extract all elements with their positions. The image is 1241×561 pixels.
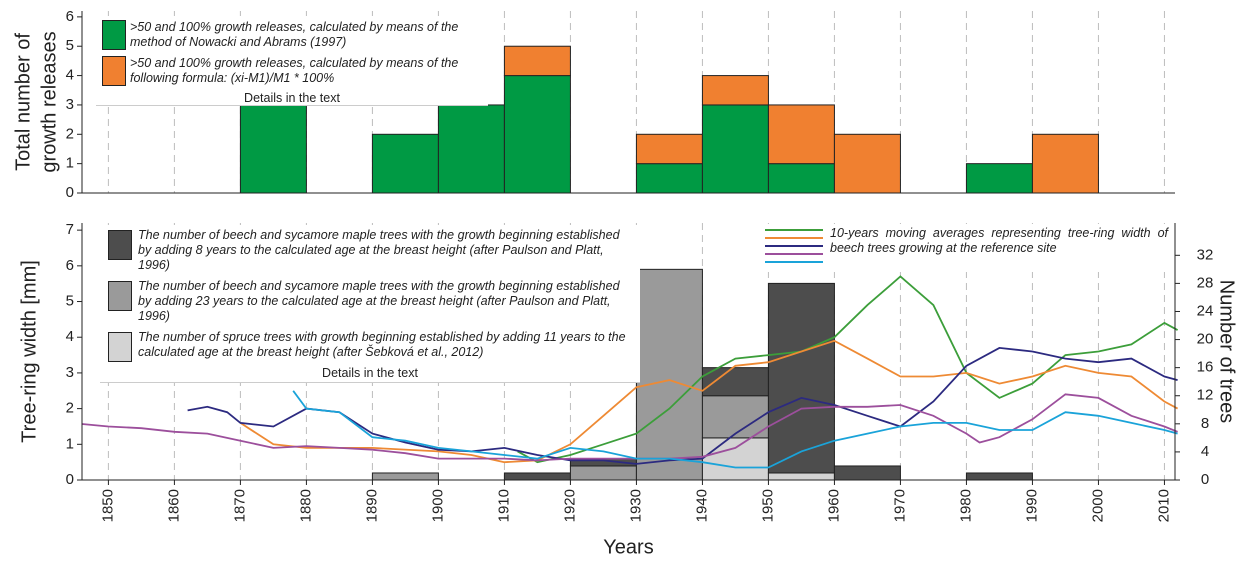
line	[517, 275, 1179, 464]
x-tick-label: 1950	[759, 489, 776, 522]
y-tick-label: 4	[66, 67, 74, 84]
legend-swatch	[108, 281, 132, 311]
bar	[965, 163, 1033, 194]
x-tick-label: 1870	[231, 489, 248, 522]
bar	[503, 75, 571, 194]
x-tick-label: 1980	[957, 489, 974, 522]
y-tick-label: 4	[66, 328, 74, 345]
x-tick-label: 1910	[495, 489, 512, 522]
legend	[100, 225, 640, 383]
bar	[701, 104, 769, 194]
legend-line	[765, 253, 823, 255]
legend-label: >50 and 100% growth releases, calculated…	[130, 20, 459, 49]
x-tick-label: 2000	[1089, 489, 1106, 522]
bar	[503, 472, 571, 481]
bar	[701, 437, 769, 481]
bar	[437, 104, 505, 194]
bar	[767, 104, 835, 165]
x-tick-label: 1940	[693, 489, 710, 522]
legend-swatch	[102, 56, 126, 86]
y-tick-label: 1	[66, 155, 74, 172]
bar	[767, 163, 835, 194]
y-axis-label: Total number of	[12, 33, 34, 171]
legend-swatch	[108, 332, 132, 362]
bar	[701, 75, 769, 106]
bar	[503, 45, 571, 77]
x-tick-label: 1920	[561, 489, 578, 522]
y-tick-label: 7	[66, 221, 74, 238]
bar	[239, 104, 307, 194]
y-tick-label: 3	[66, 96, 74, 113]
x-tick-label: 2010	[1155, 489, 1172, 522]
legend-line	[765, 261, 823, 263]
y-tick-label: 2	[66, 400, 74, 417]
legend-label: >50 and 100% growth releases, calculated…	[130, 56, 459, 85]
bar	[767, 472, 835, 481]
y-tick-label: 6	[66, 257, 74, 274]
y-axis-label: Tree-ring width [mm]	[18, 260, 40, 443]
y2-tick-label: 20	[1197, 331, 1214, 348]
x-tick-label: 1990	[1023, 489, 1040, 522]
bar	[701, 395, 769, 439]
y2-tick-label: 0	[1201, 471, 1209, 488]
legend-line	[765, 245, 823, 247]
bar	[1031, 133, 1099, 194]
y2-tick-label: 8	[1201, 415, 1209, 432]
line	[292, 390, 1178, 469]
y-tick-label: 5	[66, 292, 74, 309]
legend-line	[765, 229, 823, 231]
y2-tick-label: 24	[1197, 302, 1214, 319]
legend-label: The number of beech and sycamore maple t…	[138, 279, 620, 323]
y2-tick-label: 4	[1201, 443, 1209, 460]
y2-tick-label: 16	[1197, 359, 1214, 376]
x-tick-label: 1880	[297, 489, 314, 522]
bar	[635, 133, 703, 165]
x-tick-label: 1930	[627, 489, 644, 522]
x-tick-label: 1860	[165, 489, 182, 522]
legend-label: The number of spruce trees with growth b…	[138, 330, 626, 359]
x-axis-label: Years	[603, 536, 653, 558]
bar	[767, 282, 835, 474]
y2-tick-label: 12	[1197, 387, 1214, 404]
bar	[635, 268, 703, 481]
x-tick-label: 1890	[363, 489, 380, 522]
x-tick-label: 1970	[891, 489, 908, 522]
legend-note: Details in the text	[244, 91, 340, 105]
y2-tick-label: 28	[1197, 274, 1214, 291]
y-tick-label: 0	[66, 184, 74, 201]
y-axis-label: growth releases	[38, 31, 60, 172]
legend	[96, 16, 488, 106]
bar	[833, 465, 901, 481]
bar	[569, 465, 637, 481]
y-tick-label: 5	[66, 37, 74, 54]
legend-swatch	[102, 20, 126, 50]
bar	[371, 472, 439, 481]
legend-note: Details in the text	[322, 366, 418, 380]
line	[239, 339, 1179, 464]
y-tick-label: 6	[66, 8, 74, 25]
bar	[965, 472, 1033, 481]
y-tick-label: 1	[66, 435, 74, 452]
legend-label: The number of beech and sycamore maple t…	[138, 228, 620, 272]
x-tick-label: 1900	[429, 489, 446, 522]
legend-label: 10-years moving averages representing tr…	[830, 226, 1168, 255]
x-tick-label: 1850	[99, 489, 116, 522]
legend-swatch	[108, 230, 132, 260]
legend	[758, 224, 1172, 272]
y2-axis-label: Number of trees	[1216, 280, 1238, 423]
legend-line	[765, 237, 823, 239]
y2-tick-label: 32	[1197, 246, 1214, 263]
y-tick-label: 3	[66, 364, 74, 381]
bar	[371, 133, 439, 194]
bar	[635, 163, 703, 194]
y-tick-label: 0	[66, 471, 74, 488]
x-tick-label: 1960	[825, 489, 842, 522]
bar	[833, 133, 901, 194]
y-tick-label: 2	[66, 125, 74, 142]
